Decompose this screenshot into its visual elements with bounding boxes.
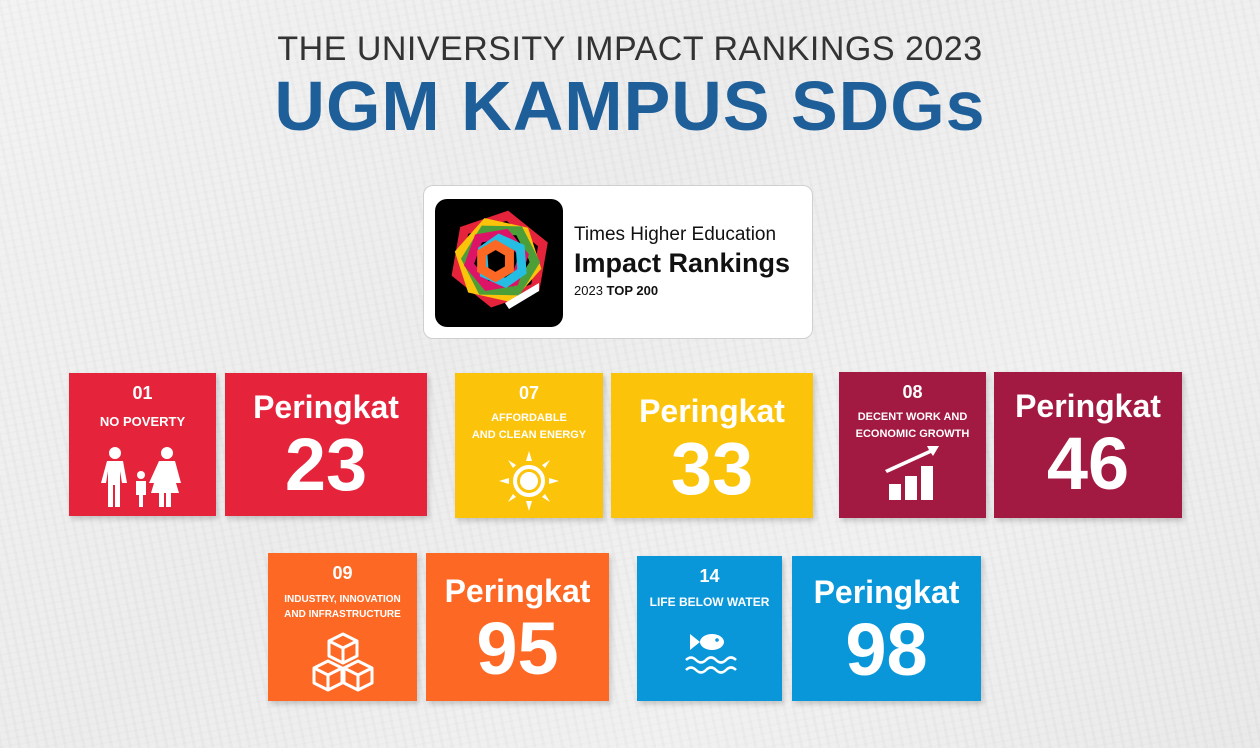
rank-label: Peringkat xyxy=(253,389,399,425)
sdg-07-rank-tile: Peringkat 33 xyxy=(611,373,813,518)
rank-label: Peringkat xyxy=(444,573,591,609)
sdg-goal-line2: AND INFRASTRUCTURE xyxy=(284,609,401,620)
sdg-number: 08 xyxy=(902,382,923,402)
sdg-goal-line1: INDUSTRY, INNOVATION xyxy=(284,594,401,605)
sdg-14-tile: 14 LIFE BELOW WATER xyxy=(637,556,782,701)
page-subtitle: THE UNIVERSITY IMPACT RANKINGS 2023 xyxy=(277,30,983,68)
sdg-goal-line1: AFFORDABLE xyxy=(491,412,567,424)
sdg-14-rank-tile: Peringkat 98 xyxy=(792,556,981,701)
growth-chart-icon xyxy=(884,446,939,500)
sdg-goal-line2: ECONOMIC GROWTH xyxy=(855,428,970,440)
fish-waves-icon xyxy=(684,634,737,674)
sdg-08-rank-tile: Peringkat 46 xyxy=(994,372,1182,518)
sdg-01-rank-tile: Peringkat 23 xyxy=(225,373,427,516)
page-title: UGM KAMPUS SDGs xyxy=(274,67,986,145)
sdg-08-tile: 08 DECENT WORK AND ECONOMIC GROWTH xyxy=(839,372,986,518)
sdg-number: 14 xyxy=(699,566,720,586)
sdg-09-tile: 09 INDUSTRY, INNOVATION AND INFRASTRUCTU… xyxy=(268,553,417,701)
family-icon xyxy=(100,447,181,507)
sun-icon xyxy=(499,451,559,511)
rank-label: Peringkat xyxy=(1015,388,1161,424)
sdg-goal-line1: DECENT WORK AND xyxy=(857,411,968,423)
rank-value: 33 xyxy=(670,427,754,510)
sdg-goal: LIFE BELOW WATER xyxy=(649,595,770,609)
rank-label: Peringkat xyxy=(813,574,960,610)
badge-org: Times Higher Education xyxy=(574,224,777,245)
badge-year-tier: 2023 TOP 200 xyxy=(574,283,659,298)
rank-value: 46 xyxy=(1046,422,1130,505)
hexagon-logo-icon xyxy=(435,199,563,327)
sdg-07-tile: 07 AFFORDABLE AND CLEAN ENERGY xyxy=(455,373,603,518)
sdg-01-tile: 01 NO POVERTY xyxy=(69,373,216,516)
rank-value: 23 xyxy=(284,423,368,506)
sdg-number: 07 xyxy=(518,383,540,403)
rank-value: 95 xyxy=(476,607,559,690)
impact-rankings-badge: Times Higher Education Impact Rankings 2… xyxy=(423,185,813,339)
sdg-goal: NO POVERTY xyxy=(99,414,186,429)
sdg-number: 09 xyxy=(332,563,353,583)
rank-value: 98 xyxy=(845,608,928,691)
cubes-icon xyxy=(312,632,373,692)
rank-label: Peringkat xyxy=(639,393,785,429)
sdg-number: 01 xyxy=(132,383,153,403)
sdg-goal-line2: AND CLEAN ENERGY xyxy=(471,429,587,441)
badge-name: Impact Rankings xyxy=(574,248,791,278)
sdg-09-rank-tile: Peringkat 95 xyxy=(426,553,609,701)
